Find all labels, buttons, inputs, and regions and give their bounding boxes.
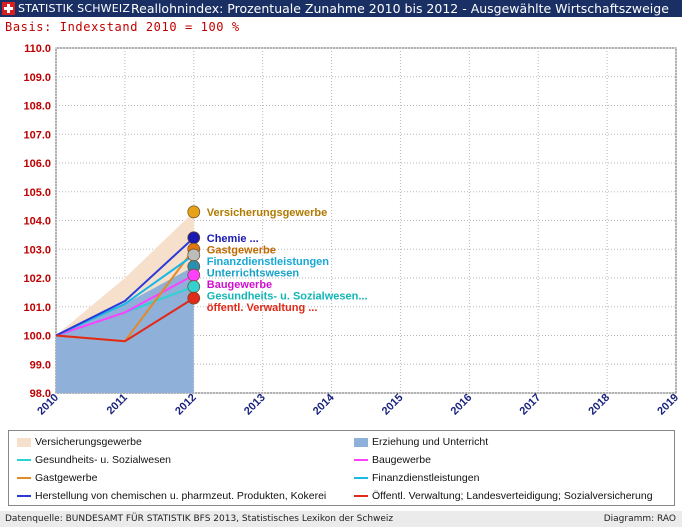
title-bar: STATISTIK SCHWEIZ Reallohnindex: Prozent… [0,0,682,17]
y-tick-label: 99.0 [30,359,51,371]
legend-swatch [354,477,368,479]
legend-label: Herstellung von chemischen u. pharmzeut.… [35,490,327,502]
x-tick-label: 2012 [173,392,199,418]
chart-subtitle: Basis: Indexstand 2010 = 100 % [5,20,240,34]
chart-plot: 98.0 99.0 100.0 101.0 102.0 103.0 104.0 105.0 10… [23,43,681,418]
series-line [55,297,195,343]
legend-label: Gesundheits- u. Sozialwesen [35,454,171,466]
series-end-marker [187,268,201,282]
data-source: Datenquelle: BUNDESAMT FÜR STATISTIK BFS… [5,514,394,524]
legend-swatch [17,477,31,479]
legend-label: Versicherungsgewerbe [35,436,142,448]
series-end-marker [187,291,201,305]
y-tick-label: 106.0 [23,158,51,170]
y-tick-label: 103.0 [23,244,51,256]
x-tick-label: 2015 [380,392,406,418]
legend-swatch [354,495,368,497]
legend-item-verwaltung: Öffentl. Verwaltung; Landesverteidigung;… [354,488,653,504]
diagram-credit: Diagramm: RAO [603,514,676,524]
footer-bar: Datenquelle: BUNDESAMT FÜR STATISTIK BFS… [0,511,682,527]
series-area [56,266,194,393]
y-tick-label: 107.0 [23,129,51,141]
legend-label: Finanzdienstleistungen [372,472,480,484]
series-line [55,274,195,337]
series-end-marker [187,205,201,219]
chart-title: Reallohnindex: Prozentuale Zunahme 2010 … [131,1,669,16]
x-tick-label: 2014 [311,391,337,417]
series-end-marker [187,231,201,245]
legend-item-erziehung: Erziehung und Unterricht [354,434,488,450]
series-end-label: Baugewerbe [207,279,272,291]
series-end-label: Gastgewerbe [207,244,276,256]
legend-swatch [354,437,368,447]
y-tick-label: 100.0 [23,331,51,343]
brand-name: STATISTIK SCHWEIZ [18,2,131,15]
series-end-label: Unterrichtswesen [207,267,300,279]
swiss-cross-icon [2,2,15,15]
chart-legend: Versicherungsgewerbe Gesundheits- u. Soz… [8,430,675,506]
brand-logo: STATISTIK SCHWEIZ [2,1,130,16]
series-line [55,237,195,337]
y-tick-label: 109.0 [23,72,51,84]
legend-item-versicherungsgewerbe: Versicherungsgewerbe [17,434,142,450]
x-tick-label: 2019 [655,392,681,418]
series-end-label: Versicherungsgewerbe [207,207,327,219]
series-end-label: Chemie ... [207,233,259,245]
legend-swatch [17,495,31,497]
legend-label: Erziehung und Unterricht [372,436,489,448]
y-tick-label: 102.0 [23,273,51,285]
x-tick-label: 2013 [242,392,268,418]
legend-swatch [17,437,31,447]
legend-item-finanz: Finanzdienstleistungen [354,470,479,486]
x-tick-label: 2016 [449,392,475,418]
legend-label: Baugewerbe [372,454,431,466]
series-end-label: Finanzdienstleistungen [207,256,330,268]
legend-item-chemie: Herstellung von chemischen u. pharmzeut.… [17,488,326,504]
y-tick-label: 98.0 [30,388,51,400]
x-tick-label: 2011 [105,392,130,417]
legend-item-gastgewerbe: Gastgewerbe [17,470,97,486]
series-end-label: Gesundheits- u. Sozialwesen... [207,290,368,302]
y-tick-label: 108.0 [23,101,51,113]
x-tick-label: 2018 [586,392,612,418]
legend-swatch [354,459,368,461]
legend-swatch [17,459,31,461]
legend-label: Gastgewerbe [35,472,98,484]
x-tick-label: 2017 [518,392,544,418]
series-end-marker [187,248,201,262]
legend-label: Öffentl. Verwaltung; Landesverteidigung;… [372,490,653,502]
y-tick-label: 104.0 [23,216,51,228]
series-end-marker [187,280,201,293]
y-tick-label: 105.0 [23,187,51,199]
y-tick-label: 101.0 [23,302,51,314]
legend-item-baugewerbe: Baugewerbe [354,452,431,468]
legend-item-gesundheit: Gesundheits- u. Sozialwesen [17,452,171,468]
series-end-label: öffentl. Verwaltung ... [207,302,318,314]
y-tick-label: 110.0 [24,43,51,55]
